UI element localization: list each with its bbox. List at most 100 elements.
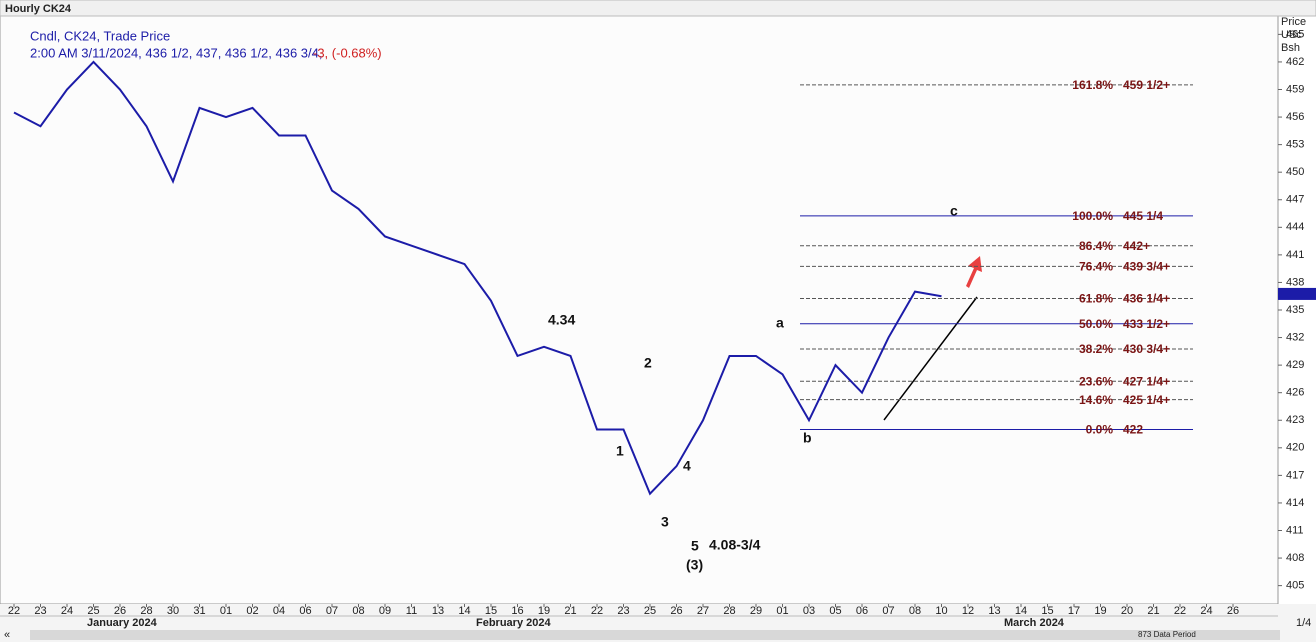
x-tick-label: 14: [458, 605, 470, 617]
y-tick-label: 411: [1286, 524, 1304, 536]
wave-label: 4.08-3/4: [709, 537, 761, 553]
x-tick-label: 26: [1227, 605, 1239, 617]
month-label: March 2024: [1004, 617, 1065, 629]
x-tick-label: 06: [299, 605, 311, 617]
month-label: February 2024: [476, 617, 551, 629]
x-tick-label: 13: [432, 605, 444, 617]
y-tick-label: 420: [1286, 442, 1304, 454]
fib-price: 439 3/4+: [1123, 260, 1170, 274]
x-tick-label: 22: [1174, 605, 1186, 617]
x-tick-label: 07: [882, 605, 894, 617]
fib-price: 436 1/4+: [1123, 292, 1170, 306]
x-tick-label: 20: [1121, 605, 1133, 617]
legend-title: Cndl, CK24, Trade Price: [30, 28, 170, 43]
x-tick-label: 30: [167, 605, 179, 617]
x-tick-label: 08: [909, 605, 921, 617]
fib-price: 442+: [1123, 239, 1150, 253]
x-tick-label: 05: [829, 605, 841, 617]
wave-label: c: [950, 203, 958, 219]
title-bar: [0, 0, 1316, 17]
x-tick-label: 29: [750, 605, 762, 617]
wave-label: 5: [691, 538, 699, 554]
fib-pct: 76.4%: [1079, 260, 1113, 274]
x-tick-label: 24: [61, 605, 73, 617]
x-tick-label: 19: [538, 605, 550, 617]
y-tick-label: 426: [1286, 387, 1304, 399]
x-tick-label: 09: [379, 605, 391, 617]
x-tick-label: 25: [644, 605, 656, 617]
x-tick-label: 28: [723, 605, 735, 617]
x-tick-label: 24: [1200, 605, 1212, 617]
x-tick-label: 15: [1041, 605, 1053, 617]
fib-pct: 100.0%: [1072, 209, 1113, 223]
y-tick-label: 423: [1286, 414, 1304, 426]
wave-label: (3): [686, 557, 703, 573]
scroll-bar[interactable]: [30, 630, 1280, 640]
price-line: [13, 60, 942, 496]
axis-header: USc: [1281, 29, 1302, 41]
fib-price: 425 1/4+: [1123, 393, 1170, 407]
wave-label: a: [776, 315, 784, 331]
y-tick-label: 408: [1286, 552, 1304, 564]
x-tick-label: 17: [1068, 605, 1080, 617]
x-tick-label: 11: [406, 605, 417, 617]
x-tick-label: 21: [564, 605, 576, 617]
legend-quote: 2:00 AM 3/11/2024, 436 1/2, 437, 436 1/2…: [30, 45, 323, 60]
y-tick-label: 465: [1286, 28, 1304, 40]
x-tick-label: 03: [803, 605, 815, 617]
plot-area: [0, 15, 1279, 605]
wave-label: 2: [644, 355, 652, 371]
y-tick-label: 405: [1286, 580, 1304, 592]
fib-pct: 86.4%: [1079, 239, 1113, 253]
x-tick-label: 07: [326, 605, 338, 617]
fib-price: 422: [1123, 423, 1143, 437]
x-tick-label: 12: [962, 605, 974, 617]
x-tick-label: 04: [273, 605, 285, 617]
x-tick-label: 26: [670, 605, 682, 617]
x-tick-label: 28: [140, 605, 152, 617]
fib-pct: 0.0%: [1086, 423, 1114, 437]
zoom-label[interactable]: 1/4: [1296, 617, 1311, 629]
x-tick-label: 14: [1015, 605, 1027, 617]
x-tick-label: 02: [246, 605, 258, 617]
footer-note: 873 Data Period: [1138, 630, 1196, 639]
chart-title: Hourly CK24: [5, 3, 72, 15]
wave-label: 1: [616, 443, 624, 459]
y-tick-label: 414: [1286, 497, 1304, 509]
y-tick-label: 432: [1286, 331, 1304, 343]
fib-pct: 50.0%: [1079, 317, 1113, 331]
y-tick-label: 453: [1286, 139, 1304, 151]
y-tick-label: 429: [1286, 359, 1304, 371]
scroll-left[interactable]: «: [4, 629, 10, 641]
fib-price: 459 1/2+: [1123, 78, 1170, 92]
x-tick-label: 16: [511, 605, 523, 617]
up-arrow: [966, 256, 982, 288]
x-tick-label: 31: [193, 605, 205, 617]
x-tick-label: 26: [114, 605, 126, 617]
wave-label: 4.34: [548, 312, 575, 328]
axis-header: Price: [1281, 16, 1306, 28]
month-label: January 2024: [87, 617, 158, 629]
x-tick-label: 21: [1147, 605, 1159, 617]
y-tick-label: 435: [1286, 304, 1304, 316]
y-tick-label: 450: [1286, 166, 1304, 178]
x-tick-label: 01: [220, 605, 232, 617]
y-tick-label: 438: [1286, 276, 1304, 288]
y-tick-label: 417: [1286, 469, 1304, 481]
fib-pct: 23.6%: [1079, 374, 1113, 388]
y-tick-label: 459: [1286, 83, 1304, 95]
fib-price: 433 1/2+: [1123, 317, 1170, 331]
x-tick-label: 19: [1094, 605, 1106, 617]
x-tick-label: 01: [776, 605, 788, 617]
last-price-box: [1278, 287, 1316, 300]
x-tick-label: 27: [697, 605, 709, 617]
x-tick-label: 23: [34, 605, 46, 617]
x-tick-label: 15: [485, 605, 497, 617]
x-tick-label: 08: [352, 605, 364, 617]
x-tick-label: 25: [87, 605, 99, 617]
fib-price: 445 1/4: [1123, 209, 1163, 223]
fib-price: 430 3/4+: [1123, 342, 1170, 356]
y-tick-label: 462: [1286, 56, 1304, 68]
y-tick-label: 447: [1286, 194, 1304, 206]
